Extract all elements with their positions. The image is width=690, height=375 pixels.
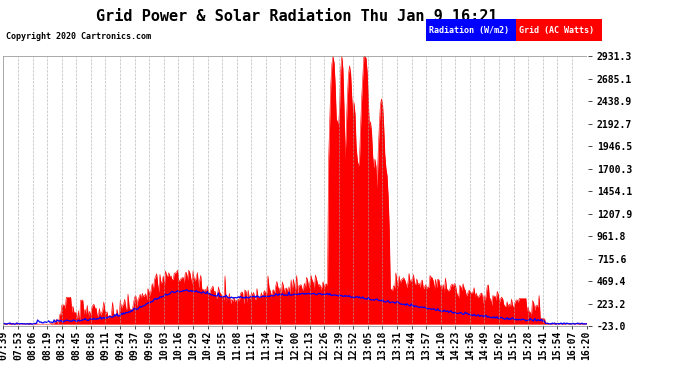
Text: Copyright 2020 Cartronics.com: Copyright 2020 Cartronics.com [6, 32, 150, 41]
Text: Grid (AC Watts): Grid (AC Watts) [519, 26, 594, 34]
Text: Grid Power & Solar Radiation Thu Jan 9 16:21: Grid Power & Solar Radiation Thu Jan 9 1… [96, 9, 497, 24]
Text: Radiation (W/m2): Radiation (W/m2) [429, 26, 509, 34]
